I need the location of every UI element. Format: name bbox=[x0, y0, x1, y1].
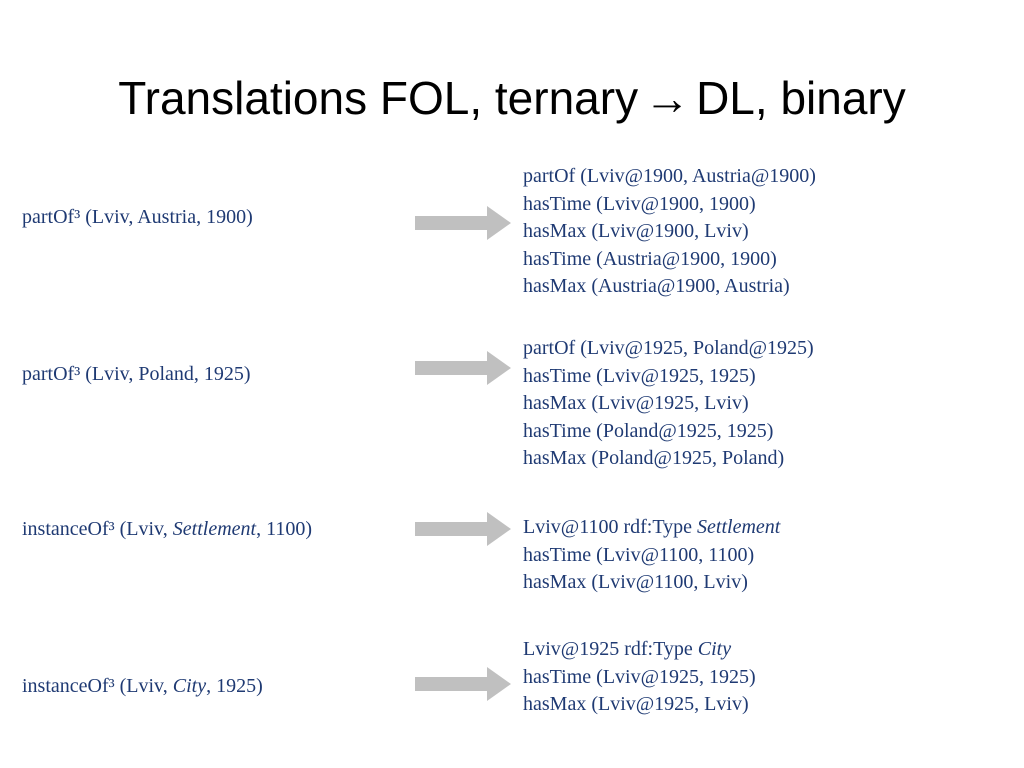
dl-line: hasMax (Lviv@1100, Lviv) bbox=[523, 571, 748, 594]
title-after: DL, binary bbox=[696, 72, 906, 124]
fol-expression-italic: City bbox=[172, 675, 207, 697]
dl-line: Lviv@1925 rdf:Type City bbox=[523, 636, 756, 664]
dl-line: hasTime (Lviv@1900, 1900) bbox=[523, 192, 756, 215]
dl-line-italic: Settlement bbox=[697, 516, 781, 538]
fol-expression-tail: , 1925) bbox=[206, 675, 263, 697]
dl-line: hasTime (Lviv@1100, 1100) bbox=[523, 543, 755, 566]
dl-line: hasMax (Lviv@1925, Lviv) bbox=[523, 693, 749, 716]
fol-expression: instanceOf³ (Lviv, Settlement, 1100) bbox=[22, 518, 312, 541]
right-arrow-icon: → bbox=[644, 72, 691, 124]
dl-expressions: Lviv@1100 rdf:Type Settlement hasTime (L… bbox=[523, 514, 780, 597]
fol-expression-text: partOf³ (Lviv, Poland, 1925) bbox=[22, 363, 251, 385]
dl-line: hasMax (Lviv@1925, Lviv) bbox=[523, 392, 749, 415]
translation-arrow-icon bbox=[415, 667, 511, 701]
dl-line-text: Lviv@1100 rdf:Type bbox=[523, 516, 698, 538]
dl-line: hasTime (Austria@1900, 1900) bbox=[523, 247, 777, 270]
slide-title: Translations FOL, ternary → DL, binary bbox=[0, 68, 1024, 128]
fol-expression: instanceOf³ (Lviv, City, 1925) bbox=[22, 675, 263, 698]
dl-line: hasMax (Poland@1925, Poland) bbox=[523, 447, 785, 470]
fol-expression: partOf³ (Lviv, Poland, 1925) bbox=[22, 363, 251, 386]
dl-line: hasTime (Poland@1925, 1925) bbox=[523, 419, 774, 442]
fol-expression-tail: , 1100) bbox=[256, 518, 312, 540]
fol-expression-text: instanceOf³ (Lviv, bbox=[22, 518, 173, 540]
fol-expression-text: instanceOf³ (Lviv, bbox=[22, 675, 173, 697]
dl-line-italic: City bbox=[697, 638, 732, 660]
title-before: Translations FOL, ternary bbox=[118, 72, 639, 124]
dl-line: hasTime (Lviv@1925, 1925) bbox=[523, 364, 756, 387]
dl-line: partOf (Lviv@1900, Austria@1900) bbox=[523, 165, 816, 187]
fol-expression: partOf³ (Lviv, Austria, 1900) bbox=[22, 206, 253, 229]
dl-line-text: Lviv@1925 rdf:Type bbox=[523, 638, 698, 660]
dl-line: partOf (Lviv@1925, Poland@1925) bbox=[523, 337, 814, 359]
dl-expressions: partOf (Lviv@1900, Austria@1900) hasTime… bbox=[523, 163, 816, 301]
dl-line: hasMax (Lviv@1900, Lviv) bbox=[523, 220, 749, 243]
dl-line: hasTime (Lviv@1925, 1925) bbox=[523, 665, 756, 688]
translation-arrow-icon bbox=[415, 351, 511, 385]
dl-expressions: partOf (Lviv@1925, Poland@1925) hasTime … bbox=[523, 335, 814, 473]
dl-line: hasMax (Austria@1900, Austria) bbox=[523, 275, 790, 298]
translation-arrow-icon bbox=[415, 512, 511, 546]
fol-expression-italic: Settlement bbox=[172, 518, 257, 540]
dl-line: Lviv@1100 rdf:Type Settlement bbox=[523, 514, 780, 542]
dl-expressions: Lviv@1925 rdf:Type City hasTime (Lviv@19… bbox=[523, 636, 756, 719]
fol-expression-text: partOf³ (Lviv, Austria, 1900) bbox=[22, 206, 253, 228]
translation-arrow-icon bbox=[415, 206, 511, 240]
